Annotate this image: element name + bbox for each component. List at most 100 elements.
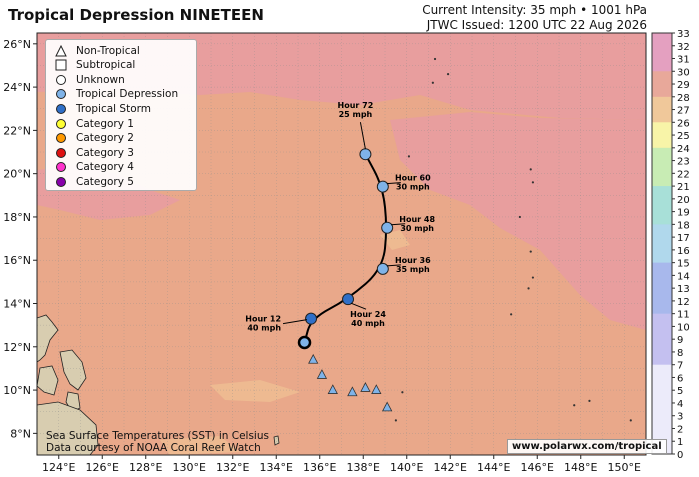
colorbar-tick-label: 2 bbox=[677, 424, 683, 435]
island-marker bbox=[529, 168, 532, 171]
colorbar-tick-label: 21 bbox=[677, 182, 690, 193]
colorbar-frame bbox=[651, 32, 673, 455]
colorbar-tick-label: 15 bbox=[677, 259, 690, 270]
island-marker bbox=[629, 419, 632, 422]
lon-tick-label: 138°E bbox=[347, 461, 380, 474]
colorbar-segment bbox=[652, 249, 672, 264]
colorbar-tick-label: 29 bbox=[677, 80, 690, 91]
current-position-marker bbox=[297, 335, 312, 350]
sst-credit: Sea Surface Temperatures (SST) in Celsiu… bbox=[46, 430, 269, 454]
lon-tick-label: 144°E bbox=[477, 461, 510, 474]
colorbar-segment bbox=[652, 211, 672, 225]
forecast-wind-label: 40 mph bbox=[351, 319, 385, 328]
colorbar-tick-label: 7 bbox=[677, 361, 683, 372]
forecast-point bbox=[359, 148, 372, 161]
colorbar-tick-label: 31 bbox=[677, 55, 690, 66]
colorbar-tick-label: 26 bbox=[677, 118, 690, 129]
legend-label: Category 4 bbox=[76, 161, 134, 174]
colorbar-segment bbox=[652, 300, 672, 315]
colorbar-tick-label: 28 bbox=[677, 93, 690, 104]
lat-tick-label: 8°N bbox=[10, 427, 31, 440]
colorbar-segment bbox=[652, 173, 672, 187]
legend-item: Tropical Depression bbox=[54, 87, 178, 102]
lon-tick-label: 150°E bbox=[608, 461, 641, 474]
colorbar-segment bbox=[652, 84, 672, 98]
map-frame bbox=[36, 32, 647, 456]
label-leader bbox=[350, 302, 367, 310]
lon-tick-label: 130°E bbox=[173, 461, 206, 474]
past-position-triangle-icon bbox=[316, 369, 328, 379]
colorbar-segment bbox=[652, 160, 672, 174]
island-marker bbox=[518, 215, 521, 219]
colorbar-tick-label: 14 bbox=[677, 271, 690, 282]
colorbar-segment bbox=[652, 377, 672, 391]
lon-tick-label: 132°E bbox=[216, 461, 249, 474]
land-samar bbox=[59, 349, 87, 391]
lat-tick-label: 22°N bbox=[3, 124, 31, 137]
legend-item: Unknown bbox=[54, 72, 125, 87]
island-marker bbox=[431, 81, 434, 84]
circle-icon bbox=[54, 160, 68, 174]
colorbar-tick-label: 18 bbox=[677, 220, 690, 231]
circle-icon bbox=[54, 117, 68, 131]
colorbar-segment bbox=[652, 135, 672, 149]
lat-tick-label: 18°N bbox=[3, 211, 31, 224]
forecast-wind-label: 35 mph bbox=[396, 265, 430, 274]
lon-tick-label: 134°E bbox=[260, 461, 293, 474]
philippines-landmass bbox=[37, 314, 280, 455]
legend-item: Category 5 bbox=[54, 174, 134, 189]
colorbar-tick-label: 19 bbox=[677, 208, 690, 219]
forecast-point bbox=[342, 293, 355, 306]
colorbar-segment bbox=[652, 262, 672, 276]
colorbar-segment bbox=[652, 313, 672, 327]
triangle-icon bbox=[54, 44, 68, 58]
colorbar-segment bbox=[652, 198, 672, 213]
colorbar-tick-label: 11 bbox=[677, 310, 690, 321]
header-info: Current Intensity: 35 mph • 1001 hPa JTW… bbox=[422, 3, 647, 33]
lon-tick-label: 142°E bbox=[434, 461, 467, 474]
past-position-triangle-icon bbox=[308, 353, 319, 364]
legend-item: Category 4 bbox=[54, 160, 134, 175]
legend-label: Category 5 bbox=[76, 175, 134, 188]
island-marker bbox=[401, 391, 404, 394]
colorbar-tick-label: 3 bbox=[677, 412, 683, 423]
credit-line-2: Data courtesy of NOAA Coral Reef Watch bbox=[46, 442, 261, 454]
land-visayas bbox=[37, 365, 59, 396]
colorbar-tick-label: 32 bbox=[677, 42, 690, 53]
latitude-tick-labels: 8°N 10°N 12°N 14°N 16°N 18°N 20°N 22°N 24°N 26°N bbox=[3, 38, 37, 440]
colorbar-segment bbox=[652, 390, 672, 404]
storm-type-legend: Non-Tropical Subtropical Unknown Tropical D… bbox=[45, 39, 197, 191]
past-position-triangle-icon bbox=[347, 386, 358, 397]
colorbar-tick-label: 25 bbox=[677, 131, 690, 142]
forecast-hour-label: Hour 12 bbox=[245, 315, 281, 324]
longitude-tick-labels: 124°E 126°E 128°E 130°E 132°E 134°E 136°E 138°E… bbox=[42, 455, 641, 474]
label-leader bbox=[391, 223, 406, 226]
island-marker bbox=[531, 181, 535, 184]
map-title: Tropical Depression NINETEEN bbox=[8, 6, 264, 24]
label-leader bbox=[386, 264, 401, 267]
lon-tick-label: 148°E bbox=[564, 461, 597, 474]
island-marker bbox=[433, 57, 437, 61]
circle-icon bbox=[54, 73, 68, 87]
circle-icon bbox=[54, 102, 68, 116]
lat-tick-label: 12°N bbox=[3, 341, 31, 354]
island-marker bbox=[527, 287, 530, 290]
island-marker bbox=[573, 404, 576, 407]
credit-line-1: Sea Surface Temperatures (SST) in Celsiu… bbox=[46, 430, 269, 442]
island-marker bbox=[394, 419, 397, 422]
colorbar-tick-label: 22 bbox=[677, 169, 690, 180]
colorbar-tick-label: 0 bbox=[677, 450, 683, 461]
colorbar-segment bbox=[652, 58, 672, 72]
colorbar-segment bbox=[652, 109, 672, 123]
site-url[interactable]: www.polarwx.com/tropical bbox=[507, 439, 667, 454]
colorbar-tick-label: 4 bbox=[677, 399, 683, 410]
colorbar-segment bbox=[652, 364, 672, 378]
legend-label: Category 2 bbox=[76, 132, 134, 145]
colorbar-tick-label: 10 bbox=[677, 322, 690, 333]
colorbar-segment bbox=[652, 351, 672, 366]
colorbar-tick-label: 20 bbox=[677, 195, 690, 206]
colorbar-tick-label: 9 bbox=[677, 335, 683, 346]
label-leader bbox=[359, 122, 366, 150]
colorbar-tick-label: 6 bbox=[677, 373, 683, 384]
